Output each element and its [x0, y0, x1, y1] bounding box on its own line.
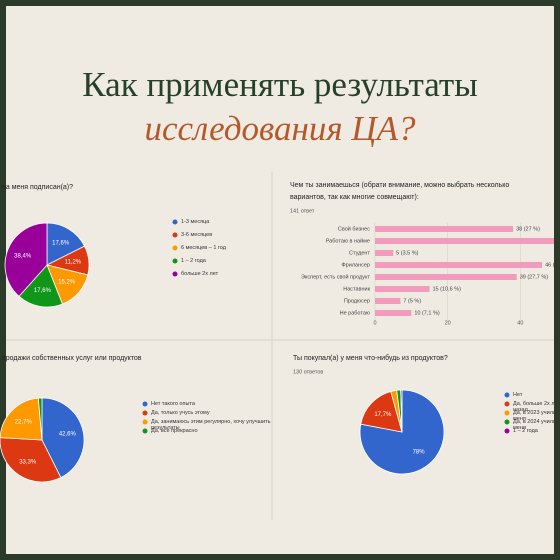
chart-title: на меня подписан(а)?	[2, 184, 73, 191]
legend-swatch	[142, 410, 148, 416]
pie-slice	[18, 264, 63, 308]
slice-label: 15,2%	[58, 280, 76, 286]
pie-slice	[0, 437, 62, 483]
pie-slice	[46, 222, 86, 266]
bar	[375, 274, 517, 280]
category-label: Фрилансер	[342, 262, 371, 268]
category-label: Продюсер	[344, 298, 370, 304]
x-tick-label: 20	[445, 320, 451, 326]
legend-label: Да, занимаюсь этим регулярно, хочу улучш…	[151, 419, 271, 431]
bar	[375, 310, 412, 316]
legend-label: 3-6 месяцев	[181, 232, 212, 238]
pie-slice	[400, 389, 403, 433]
legend-label: Да, все прекрасно	[151, 428, 198, 434]
legend-swatch	[142, 401, 148, 407]
slice-label: 17,7%	[374, 412, 392, 418]
category-label: Студент	[349, 250, 370, 256]
bar	[375, 298, 401, 304]
pie-slice	[37, 397, 43, 441]
bar	[375, 262, 543, 268]
legend-label: Да, только учусь этому	[151, 410, 210, 416]
x-tick-label: 0	[373, 320, 376, 326]
slice-label: 11,2%	[65, 260, 82, 266]
legend-label: Да, больше 2х лет назад	[513, 401, 560, 413]
chart-subtitle: 141 ответ	[290, 208, 315, 214]
chart-title: продажи собственных услуг или продуктов	[2, 354, 142, 362]
legend-label: 6 месяцев – 1 год	[181, 245, 227, 251]
title: Как применять результаты	[82, 65, 477, 104]
value-label: 39 (27,7 %)	[520, 274, 549, 280]
legend-swatch	[504, 392, 510, 398]
value-label: 5 (3,5 %)	[396, 250, 418, 256]
category-label: Работаю в найме	[326, 237, 370, 244]
slice-label: 17,6%	[52, 240, 70, 246]
legend-swatch	[142, 428, 148, 434]
legend-swatch	[172, 258, 178, 264]
slice-label: 38,4%	[14, 253, 32, 259]
pie-slice	[4, 222, 48, 297]
chart-title: Чем ты занимаешься (обрати внимание, мож…	[290, 181, 509, 201]
legend-swatch	[172, 271, 178, 277]
legend-swatch	[504, 410, 510, 416]
charts: на меня подписан(а)? 17,6% 1-3 месяца 11,2%…	[0, 181, 560, 483]
chart-subtitle: 130 ответов	[293, 369, 323, 375]
value-label: 10 (7,1 %)	[414, 310, 440, 316]
legend-swatch	[142, 419, 148, 425]
bar	[375, 286, 430, 292]
pie-slice	[360, 391, 403, 433]
chart-title: Ты покупал(а) у меня что-нибудь из проду…	[293, 354, 448, 362]
legend-label: больше 2х лет	[181, 271, 219, 277]
category-label: Свой бизнес	[338, 225, 370, 232]
legend-swatch	[504, 419, 510, 425]
x-tick-label: 40	[517, 320, 523, 326]
slice-label: 33,3%	[19, 459, 37, 465]
value-label: 7 (5 %)	[403, 298, 421, 304]
pie-slice	[0, 397, 43, 441]
pie-slice	[41, 397, 85, 479]
title: исследования ЦА?	[144, 109, 416, 148]
legend-swatch	[172, 245, 178, 251]
slice-label: 22,7%	[15, 419, 33, 425]
value-label: 15 (10,6 %)	[433, 286, 462, 292]
legend-swatch	[504, 401, 510, 407]
legend-label: Нет	[513, 392, 523, 398]
bar	[375, 250, 394, 256]
legend-swatch	[504, 428, 510, 434]
legend-label: 1 – 2 года	[181, 258, 207, 264]
bar	[375, 226, 514, 232]
category-label: Эксперт, есть свой продукт	[301, 273, 371, 280]
value-label: 46 (32,6 %)	[545, 262, 560, 268]
legend-swatch	[172, 219, 178, 225]
category-label: Не работаю	[340, 310, 370, 316]
legend-label: Нет такого опыта	[151, 401, 196, 407]
legend-swatch	[172, 232, 178, 238]
slice-label: 78%	[413, 450, 426, 456]
value-label: 38 (27 %)	[516, 226, 540, 232]
slice-label: 42,6%	[59, 432, 77, 438]
legend-label: 1-3 месяца	[181, 219, 210, 225]
legend-label: 1 – 2 года	[513, 428, 539, 434]
category-label: Наставник	[343, 286, 370, 292]
bar	[375, 238, 554, 244]
slice-label: 17,6%	[34, 288, 52, 294]
